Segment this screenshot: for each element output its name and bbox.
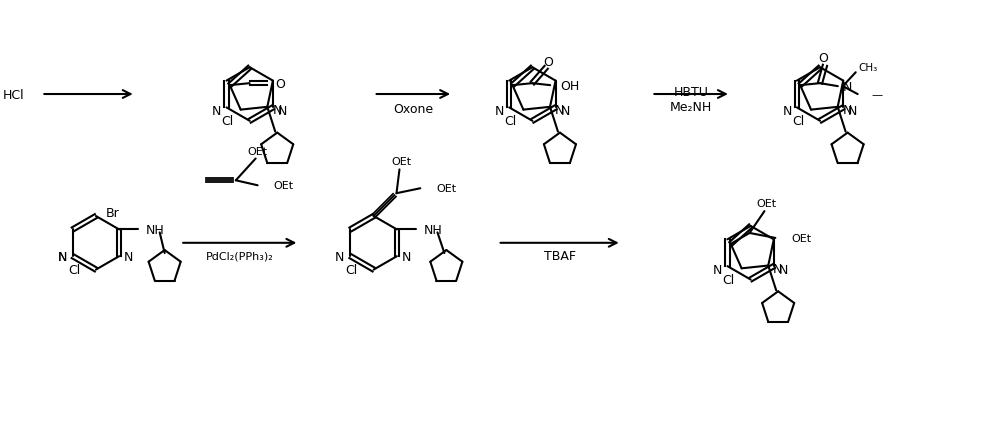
Text: O: O (543, 56, 553, 69)
Text: Me₂NH: Me₂NH (670, 101, 712, 114)
Text: Cl: Cl (68, 264, 80, 276)
Text: HBTU: HBTU (674, 85, 709, 98)
Text: N: N (335, 250, 345, 263)
Text: N: N (713, 263, 722, 276)
Text: N: N (57, 250, 67, 263)
Text: Cl: Cl (723, 273, 735, 286)
Text: N: N (783, 105, 792, 118)
Text: CH₃: CH₃ (859, 63, 878, 73)
Text: OEt: OEt (273, 181, 294, 191)
Text: OEt: OEt (791, 233, 811, 244)
Text: OEt: OEt (756, 199, 776, 209)
Text: N: N (57, 250, 67, 263)
Text: Cl: Cl (792, 115, 804, 128)
Text: N: N (773, 262, 783, 276)
Text: OEt: OEt (391, 157, 412, 167)
Text: N: N (843, 81, 852, 93)
Text: Cl: Cl (222, 115, 234, 128)
Text: TBAF: TBAF (544, 250, 576, 263)
Text: N: N (212, 105, 222, 118)
Text: O: O (818, 52, 828, 65)
Text: O: O (275, 78, 285, 91)
Text: NH: NH (424, 223, 442, 237)
Text: N: N (495, 105, 504, 118)
Text: N: N (124, 250, 133, 263)
Text: Cl: Cl (504, 115, 517, 128)
Text: Cl: Cl (346, 264, 358, 276)
Text: N: N (848, 105, 858, 118)
Text: N: N (561, 105, 570, 118)
Text: N: N (555, 104, 564, 117)
Text: N: N (402, 250, 411, 263)
Text: PdCl₂(PPh₃)₂: PdCl₂(PPh₃)₂ (206, 251, 274, 261)
Text: OEt: OEt (248, 146, 268, 156)
Text: Br: Br (106, 206, 120, 219)
Text: N: N (272, 104, 282, 117)
Text: N: N (843, 104, 852, 117)
Text: Oxone: Oxone (393, 103, 433, 116)
Text: NH: NH (146, 223, 165, 237)
Text: OH: OH (560, 79, 579, 92)
Text: HCl: HCl (3, 88, 25, 101)
Text: N: N (278, 105, 287, 118)
Text: OEt: OEt (436, 184, 456, 194)
Text: —: — (872, 90, 883, 100)
Text: N: N (779, 263, 788, 276)
